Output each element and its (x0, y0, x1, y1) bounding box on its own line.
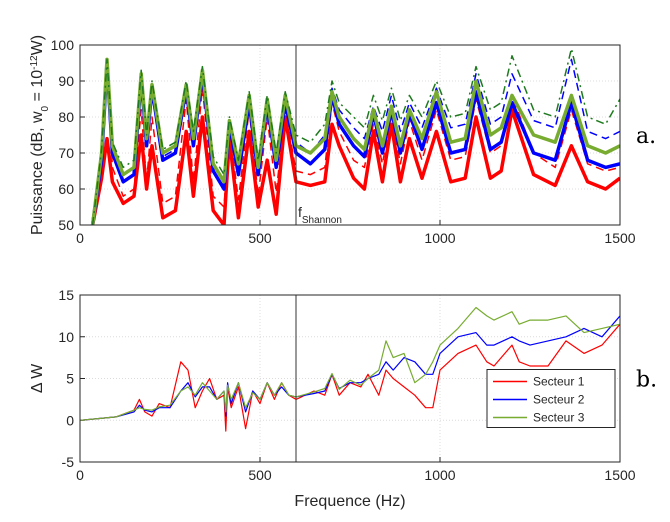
y-axis-label: Puissance (dB, w0 = 10-12W) (29, 35, 51, 235)
panel-label: b. (636, 368, 657, 393)
y-tick-label: 80 (58, 109, 74, 125)
x-tick-label: 0 (76, 467, 84, 483)
y-tick-label: 90 (58, 73, 74, 89)
x-tick-label: 1000 (424, 230, 455, 246)
y-tick-label: -5 (62, 454, 75, 470)
y-axis-label-part: 0 (40, 105, 51, 111)
panel-label: a. (636, 124, 656, 149)
series-line (90, 57, 620, 225)
x-tick-label: 500 (248, 467, 272, 483)
y-tick-label: 15 (58, 287, 74, 303)
axes-box (79, 294, 621, 463)
series-line (90, 108, 620, 225)
y-tick-label: 100 (51, 37, 75, 53)
y-axis-label-part: Puissance (dB, w (29, 111, 46, 235)
annotation: fShannon (298, 204, 342, 226)
annotation-part: Shannon (302, 215, 342, 226)
x-axis-label: Frequence (Hz) (294, 493, 405, 510)
legend-label: Secteur 2 (533, 393, 585, 407)
x-tick-label: 1000 (424, 467, 455, 483)
legend-label: Secteur 3 (533, 411, 585, 425)
y-tick-label: 50 (58, 217, 74, 233)
axes: 0 500 1000 1500 50 60 70 80 90 100 fShannon Puissan… (29, 35, 657, 246)
y-tick-label: 5 (66, 371, 74, 387)
y-tick-label: 10 (58, 329, 74, 345)
y-tick-label: 70 (58, 145, 74, 161)
x-tick-label: 1500 (604, 230, 635, 246)
axes-box (79, 44, 621, 226)
y-axis-label-part: Δ W (29, 363, 46, 393)
data-layer (90, 47, 620, 225)
x-tick-label: 0 (76, 230, 84, 246)
y-axis-label-part: W) (29, 35, 46, 55)
y-axis-label-part: -12 (29, 55, 40, 70)
legend-label: Secteur 1 (533, 375, 585, 389)
series-line (91, 47, 620, 225)
y-axis-label-part: = 10 (29, 70, 46, 106)
y-tick-label: 60 (58, 181, 74, 197)
y-tick-label: 0 (66, 412, 74, 428)
annotation-part: f (298, 204, 302, 220)
x-tick-label: 1500 (604, 467, 635, 483)
y-axis-label: Δ W (29, 363, 46, 393)
series-line (91, 65, 620, 225)
x-tick-label: 500 (248, 230, 272, 246)
